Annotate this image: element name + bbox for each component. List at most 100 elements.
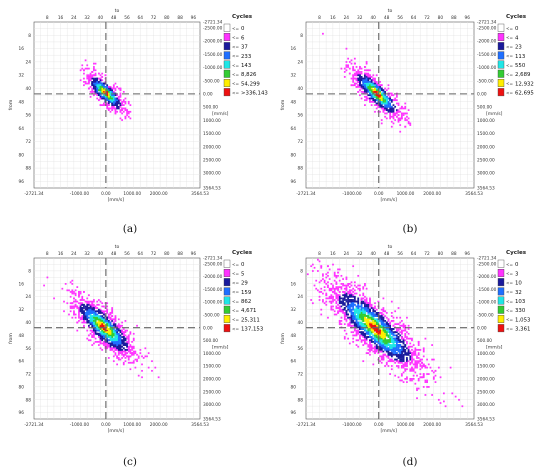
density-cell (352, 334, 355, 337)
density-cell (116, 357, 118, 359)
density-cell (404, 352, 407, 354)
density-cell (360, 300, 363, 303)
density-cell (124, 102, 127, 105)
density-cell (364, 316, 366, 319)
density-cell (422, 355, 425, 358)
density-cell (370, 92, 373, 95)
density-cell (81, 318, 84, 321)
right-tick-label: 2000.00 (203, 144, 221, 150)
density-cell (86, 305, 89, 308)
density-cell (124, 115, 127, 118)
density-cell (99, 82, 102, 85)
right-tick-label: 1000.00 (477, 118, 495, 124)
density-cell (385, 117, 388, 120)
density-cell (374, 302, 376, 305)
density-cell (141, 355, 143, 358)
density-cell (328, 289, 331, 292)
density-cell (406, 363, 408, 366)
density-cell (404, 107, 407, 110)
density-cell (99, 90, 102, 93)
density-cell (335, 302, 338, 305)
density-cell (390, 320, 393, 322)
density-cell (357, 77, 360, 80)
density-cell (375, 345, 378, 348)
density-cell (384, 310, 386, 313)
density-cell (109, 328, 112, 330)
density-cell (330, 287, 333, 290)
density-cell (364, 300, 366, 303)
density-cell (369, 318, 371, 321)
right-tick-label: 3564.53 (477, 186, 495, 192)
density-cell (102, 332, 105, 335)
density-cell (340, 297, 343, 300)
density-cell (117, 100, 120, 103)
density-cell (397, 347, 400, 350)
density-cell (392, 350, 395, 353)
density-cell (401, 329, 403, 332)
density-cell (102, 323, 105, 326)
density-cell (132, 347, 135, 350)
density-cell (114, 353, 117, 356)
right-tick-label: 1500.00 (203, 364, 221, 370)
density-cell (367, 344, 370, 346)
density-cell (374, 339, 376, 342)
density-cell (360, 323, 363, 326)
density-cell (364, 79, 366, 82)
left-tick-label: 40 (26, 320, 32, 326)
density-cell (111, 340, 114, 343)
density-cell (114, 104, 117, 106)
density-cell (443, 392, 445, 395)
density-cell (86, 303, 89, 306)
density-cell (392, 349, 395, 351)
top-tick-label: 80 (438, 15, 444, 21)
density-cell (343, 297, 346, 300)
density-cell (93, 69, 95, 72)
density-cell (409, 124, 412, 126)
density-cell (431, 394, 434, 396)
density-cell (97, 326, 100, 329)
density-cell (392, 99, 395, 102)
legend-marker: <= (232, 81, 240, 86)
left-tick-label: 88 (26, 397, 32, 403)
density-cell (342, 297, 344, 300)
density-cell (355, 292, 358, 295)
density-cell (375, 82, 378, 85)
density-cell (394, 99, 397, 102)
left-axis-label: from (8, 333, 14, 344)
density-cell (409, 122, 412, 125)
density-cell (102, 90, 105, 93)
density-cell (421, 365, 423, 367)
density-cell (377, 84, 380, 87)
density-cell (124, 349, 127, 351)
density-cell (337, 271, 339, 274)
bottom-tick-label: 1000.00 (123, 422, 141, 428)
density-cell (394, 353, 397, 356)
density-cell (374, 324, 376, 327)
density-cell (106, 84, 109, 87)
density-cell (432, 376, 435, 379)
density-cell (96, 85, 99, 88)
density-cell (345, 69, 348, 72)
density-cell (136, 324, 138, 327)
density-cell (73, 300, 75, 303)
density-cell (382, 321, 385, 324)
density-cell (367, 320, 370, 322)
density-cell (353, 334, 356, 337)
legend-marker: <= (506, 90, 514, 95)
density-cell (124, 331, 127, 334)
density-cell (328, 268, 331, 271)
density-cell (401, 337, 403, 340)
density-cell (384, 329, 386, 332)
density-cell (352, 76, 355, 78)
density-cell (345, 47, 348, 50)
density-cell (370, 104, 373, 107)
density-cell (111, 95, 114, 98)
density-cell (114, 347, 117, 350)
density-cell (384, 324, 386, 327)
density-cell (348, 324, 351, 327)
density-cell (93, 307, 95, 309)
density-cell (320, 266, 323, 269)
density-cell (370, 305, 373, 308)
density-cell (412, 363, 415, 366)
density-cell (97, 321, 100, 324)
